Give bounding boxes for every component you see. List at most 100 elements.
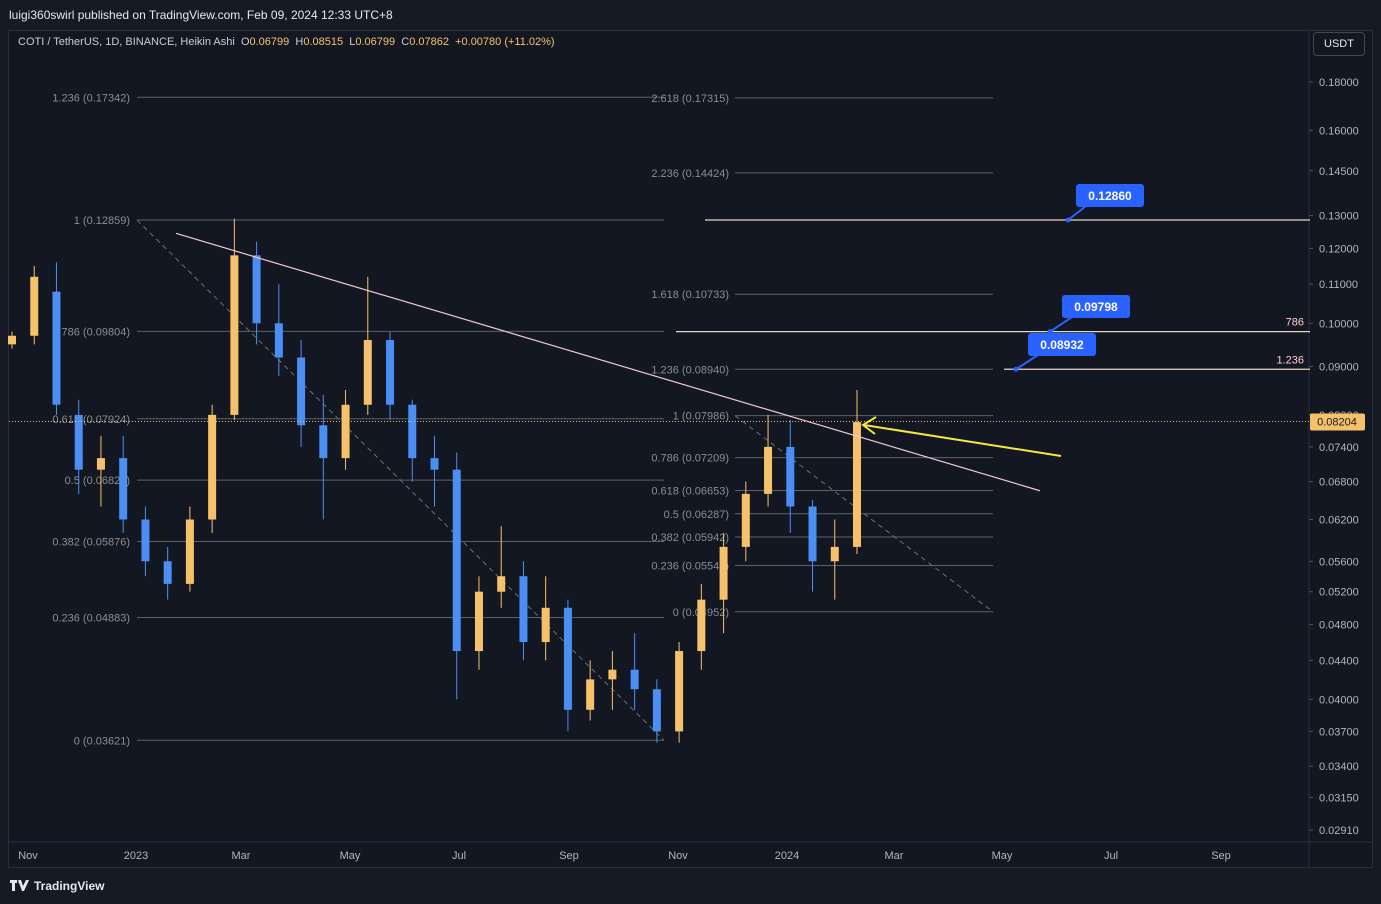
fib-level-label: 1.236 (0.08940) [651, 364, 729, 376]
candle-body [764, 446, 773, 494]
open-value: 0.06799 [249, 36, 290, 48]
x-tick-label: Jul [452, 850, 466, 862]
x-tick-label: Sep [559, 850, 579, 862]
fib-level-label: 1.236 (0.17342) [52, 92, 130, 104]
fib-level-label: 0.382 (0.05876) [52, 537, 130, 549]
fib-level-label: 0.236 (0.05542) [651, 561, 729, 573]
price-callout [1076, 184, 1144, 207]
fib-level-label: 1 (0.12859) [74, 215, 130, 227]
y-tick-label: 0.14500 [1319, 166, 1359, 178]
y-tick-label: 0.06200 [1319, 515, 1359, 527]
chart-frame[interactable] [8, 30, 1373, 868]
candle-body [652, 689, 661, 732]
change-value: +0.00780 (+11.02%) [455, 36, 555, 48]
currency-button[interactable]: USDT [1313, 32, 1365, 56]
candle-body [830, 546, 839, 562]
candle-body [363, 340, 372, 405]
candle-body [541, 607, 550, 643]
fib-level-label: 2.236 (0.14424) [651, 168, 729, 180]
y-tick-label: 0.02910 [1319, 825, 1359, 837]
x-tick-label: Mar [885, 850, 904, 862]
fib-level-label: 2.618 (0.17315) [651, 93, 729, 105]
y-tick-label: 0.04000 [1319, 694, 1359, 706]
candle-body [74, 414, 83, 470]
callout-pointer [1067, 205, 1087, 221]
candle-body [519, 576, 528, 643]
candle-body [8, 335, 16, 345]
fib-level-label: 0.786 (0.09804) [52, 326, 130, 338]
callout-anchor [1065, 217, 1071, 223]
candle-body [675, 651, 684, 732]
fib-level-label: 0 (0.03621) [74, 735, 130, 747]
candle-body [341, 404, 350, 459]
candle-body [563, 607, 572, 710]
price-callout [1062, 295, 1130, 318]
candle-body [608, 669, 617, 680]
candle-body [319, 425, 328, 459]
y-tick-label: 0.13000 [1319, 211, 1359, 223]
y-tick-label: 0.05600 [1319, 556, 1359, 568]
candle-body [586, 679, 595, 710]
y-tick-label: 0.03400 [1319, 761, 1359, 773]
y-tick-label: 0.12000 [1319, 243, 1359, 255]
candle-body [741, 493, 750, 547]
x-tick-label: Mar [232, 850, 251, 862]
x-tick-label: Nov [668, 850, 688, 862]
candle-body [853, 422, 861, 547]
y-tick-label: 0.11000 [1319, 279, 1358, 291]
trend-line [175, 232, 1041, 492]
fib-level-label: 1 (0.07986) [673, 411, 729, 423]
candle-body [297, 357, 306, 426]
callout-pointer [1015, 354, 1039, 371]
candle-body [163, 561, 172, 584]
y-tick-label: 0.04800 [1319, 620, 1359, 632]
close-value: 0.07862 [409, 36, 449, 48]
fib-trend-diagonal [136, 219, 665, 741]
price-callout [1028, 333, 1096, 356]
y-tick-label: 0.03700 [1319, 726, 1359, 738]
symbol-legend: COTI / TetherUS, 1D, BINANCE, Heikin Ash… [18, 36, 555, 48]
top-bar: luigi360swirl published on TradingView.c… [0, 0, 1381, 30]
price-callout-text: 0.12860 [1088, 189, 1132, 203]
candle-body [808, 506, 817, 562]
x-tick-label: May [340, 850, 361, 862]
y-tick-label: 0.03150 [1319, 792, 1359, 804]
target-line-label: 786 [1286, 317, 1304, 329]
last-price-tag [1310, 413, 1365, 431]
candle-body [630, 669, 639, 690]
fib-level-label: 0.618 (0.06653) [651, 486, 729, 498]
low-value: 0.06799 [355, 36, 396, 48]
publisher-credit: luigi360swirl published on TradingView.c… [9, 8, 393, 22]
y-tick-label: 0.18000 [1319, 77, 1359, 89]
low-label: L [349, 36, 356, 48]
candle-body [230, 255, 239, 415]
callout-anchor [1047, 329, 1053, 335]
x-tick-label: 2023 [124, 850, 148, 862]
fib-level-label: 0.5 (0.06287) [664, 509, 729, 521]
candle-body [719, 546, 728, 600]
candle-body [252, 255, 261, 324]
candle-body [52, 291, 61, 405]
x-tick-label: Jul [1104, 850, 1118, 862]
candle-body [497, 576, 506, 592]
high-label: H [295, 36, 304, 48]
annotation-arrow [863, 424, 1062, 457]
callout-pointer [1049, 316, 1073, 333]
fib-level-label: 0.236 (0.04883) [52, 613, 130, 625]
candle-body [452, 469, 461, 652]
candle-body [208, 414, 217, 520]
y-tick-label: 0.07400 [1319, 442, 1359, 454]
candle-body [386, 340, 395, 405]
footer-brand-text: TradingView [34, 879, 105, 893]
candle-body [96, 458, 105, 470]
y-tick-label: 0.16000 [1319, 125, 1359, 137]
open-label: O [240, 36, 250, 48]
price-callout-text: 0.09798 [1074, 300, 1118, 314]
price-callout-text: 0.08932 [1040, 338, 1084, 352]
candle-body [119, 458, 128, 520]
candle-body [141, 519, 150, 562]
target-line-label: 1.236 [1276, 354, 1304, 366]
tradingview-logo-icon [10, 879, 30, 893]
candle-body [30, 276, 39, 336]
